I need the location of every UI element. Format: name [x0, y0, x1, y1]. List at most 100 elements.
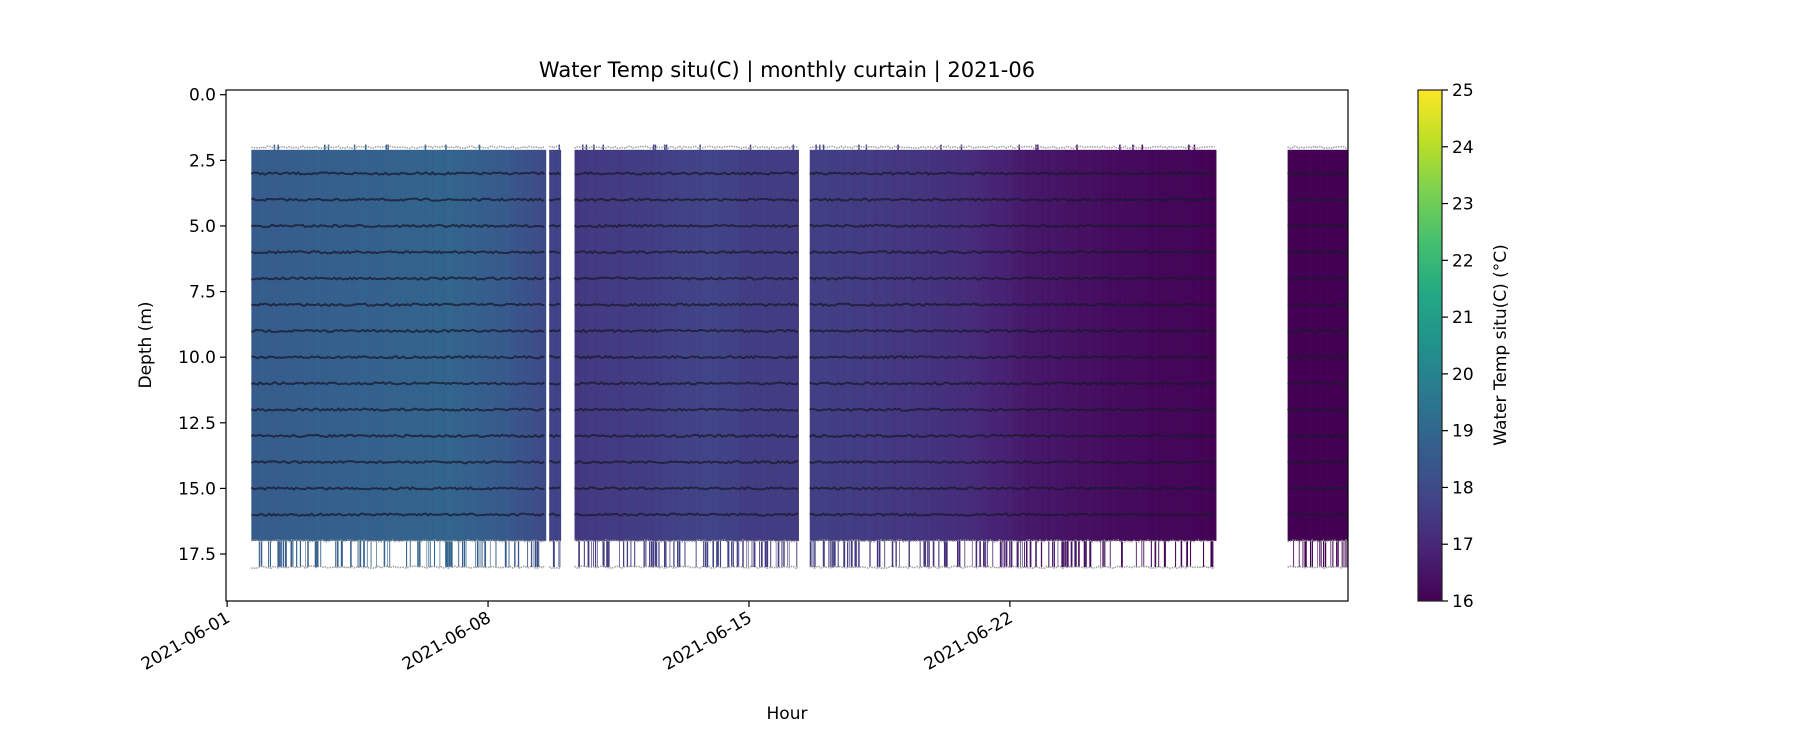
x-tick-label: 2021-06-15: [660, 608, 756, 675]
temperature-cell: [1345, 541, 1346, 567]
temperature-cell: [1078, 541, 1080, 567]
temperature-cell: [895, 541, 896, 567]
temperature-cell: [830, 541, 831, 567]
temperature-cell: [367, 541, 368, 567]
temperature-cell: [920, 541, 921, 567]
temperature-cell: [879, 541, 881, 567]
temperature-cell: [810, 541, 811, 567]
temperature-cell: [623, 541, 624, 567]
plot-area: [251, 145, 1348, 569]
temperature-cell: [484, 541, 486, 567]
temperature-cell: [1086, 541, 1087, 567]
temperature-cell: [451, 541, 453, 567]
temperature-cell: [892, 541, 894, 567]
sensor-line: [810, 487, 1215, 489]
temperature-cell: [593, 541, 594, 567]
temperature-cell: [584, 541, 585, 567]
temperature-cell: [479, 541, 480, 567]
temperature-cell: [699, 145, 701, 150]
temperature-cell: [1063, 541, 1065, 567]
temperature-cell: [591, 541, 592, 567]
temperature-cell: [770, 541, 771, 567]
temperature-cell: [843, 541, 845, 567]
temperature-cell: [869, 541, 870, 567]
temperature-cell: [847, 541, 848, 567]
temperature-cell: [655, 541, 657, 567]
temperature-cell: [578, 541, 580, 567]
temperature-cell: [838, 541, 839, 567]
temperature-cell: [537, 541, 539, 567]
temperature-cell: [449, 541, 451, 567]
temperature-cell: [849, 541, 850, 567]
temperature-cell: [1317, 541, 1318, 567]
temperature-cell: [531, 541, 532, 567]
y-tick-label: 5.0: [189, 217, 216, 237]
temperature-cell: [972, 541, 973, 567]
temperature-cell: [358, 541, 359, 567]
temperature-cell: [475, 541, 476, 567]
temperature-cell: [1321, 541, 1322, 567]
temperature-cell: [553, 541, 555, 567]
temperature-cell: [427, 541, 428, 567]
temperature-cell: [796, 541, 797, 567]
temperature-cell: [350, 541, 352, 567]
temperature-cell: [1084, 541, 1086, 567]
temperature-cell: [657, 541, 658, 567]
sensor-line: [810, 277, 1215, 279]
temperature-cell: [376, 541, 377, 567]
colorbar-tick-label: 17: [1452, 535, 1474, 555]
sensor-line: [549, 383, 560, 384]
colorbar-label: Water Temp situ(C) (°C): [1491, 244, 1511, 446]
temperature-cell: [877, 541, 878, 567]
sensor-line: [251, 146, 544, 148]
temperature-cell: [1332, 541, 1333, 567]
temperature-cell: [335, 541, 336, 567]
temperature-cell: [608, 541, 610, 567]
temperature-cell: [761, 541, 763, 567]
temperature-cell: [527, 541, 528, 567]
temperature-cell: [630, 541, 631, 567]
y-tick-label: 2.5: [189, 151, 216, 171]
temperature-cell: [705, 541, 706, 567]
temperature-cell: [1089, 541, 1091, 567]
temperature-cell: [964, 541, 965, 567]
temperature-cell: [1299, 541, 1300, 567]
temperature-cell: [466, 541, 467, 567]
temperature-cell: [1058, 541, 1059, 567]
temperature-cell: [1342, 541, 1343, 567]
temperature-cell: [283, 541, 284, 567]
sensor-line: [549, 225, 560, 226]
temperature-cell: [759, 541, 760, 567]
y-tick-label: 17.5: [178, 545, 216, 565]
sensor-line: [1288, 146, 1348, 148]
sensor-line: [810, 146, 1215, 148]
temperature-cell: [505, 541, 507, 567]
temperature-cell: [1293, 541, 1294, 567]
temperature-cell: [813, 541, 814, 567]
temperature-cell: [1190, 541, 1191, 567]
temperature-cell: [1306, 541, 1307, 567]
temperature-cell: [1076, 541, 1077, 567]
temperature-cell: [703, 541, 704, 567]
temperature-cell: [1067, 541, 1069, 567]
temperature-cell: [619, 541, 620, 567]
temperature-cell: [1061, 541, 1063, 567]
y-axis: 0.02.55.07.510.012.515.017.5: [178, 86, 226, 565]
temperature-cell: [268, 541, 269, 567]
temperature-cell: [462, 541, 463, 567]
temperature-cell: [514, 541, 515, 567]
x-tick-label: 2021-06-01: [138, 608, 234, 675]
temperature-cell: [417, 541, 419, 567]
temperature-cell: [261, 541, 263, 567]
temperature-cell: [750, 145, 752, 150]
temperature-cell: [430, 541, 431, 567]
temperature-cell: [979, 541, 981, 567]
temperature-cell: [1104, 541, 1105, 567]
colorbar-tick-label: 23: [1452, 195, 1474, 215]
temperature-cell: [305, 541, 306, 567]
temperature-cell: [1022, 541, 1023, 567]
temperature-cell: [320, 541, 321, 567]
temperature-cell: [976, 541, 978, 567]
